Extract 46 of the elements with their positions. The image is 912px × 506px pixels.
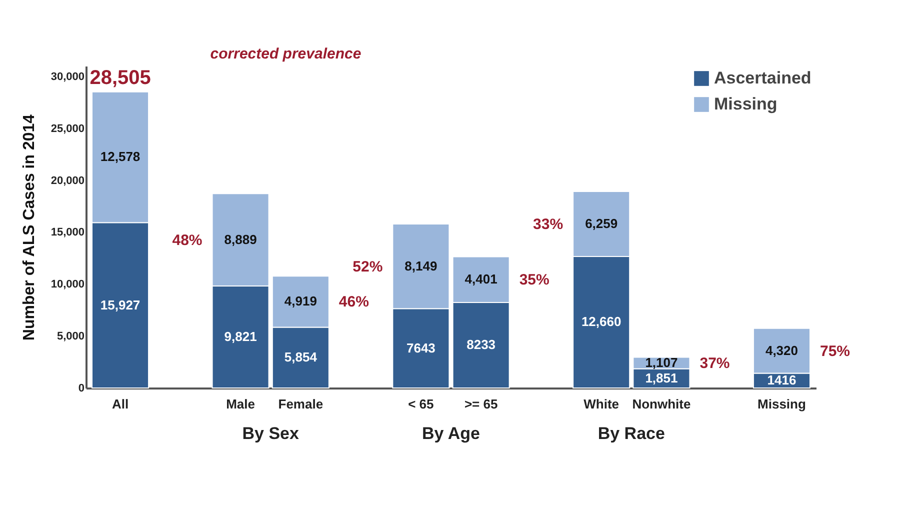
text: corrected prevalence (210, 46, 362, 63)
x-tick-label: < 65 (408, 396, 434, 412)
annotation: 46% (338, 294, 369, 311)
data-label: 7643 (406, 340, 436, 356)
y-tick-label: 0 (78, 382, 84, 394)
annotation: 48% (172, 232, 202, 249)
text: By Sex (242, 424, 300, 443)
text: 75% (820, 342, 850, 360)
y-tick-label: 5,000 (56, 330, 84, 343)
annotation: 37% (700, 355, 730, 372)
data-label: 6,259 (585, 216, 618, 231)
data-label: 9,821 (224, 328, 257, 344)
y-tick-label: 30,000 (50, 70, 84, 83)
data-label: 8,889 (224, 232, 257, 247)
y-tick-label: 20,000 (50, 174, 84, 187)
data-label: 5,854 (284, 350, 318, 365)
data-label: 4,401 (464, 272, 498, 287)
annotation: 35% (519, 272, 550, 289)
data-label: 12,660 (581, 314, 622, 330)
x-tick-label: Missing (758, 396, 806, 412)
annotation: 52% (352, 258, 383, 276)
data-label: 1416 (767, 372, 796, 388)
total-label: 28,505 (90, 66, 151, 89)
x-tick-label: All (112, 396, 129, 412)
annotation: 33% (533, 216, 564, 233)
x-tick-label: White (584, 396, 620, 412)
data-label: 1,107 (645, 355, 678, 370)
x-tick-label: Female (278, 396, 324, 412)
data-label: 1,851 (645, 370, 678, 386)
data-label: 4,919 (284, 294, 317, 309)
text: By Age (422, 424, 480, 443)
y-tick-label: 10,000 (50, 278, 84, 291)
text: By Race (598, 424, 665, 443)
data-label: 12,578 (100, 149, 140, 164)
data-label: 4,320 (765, 342, 798, 358)
x-tick-label: Nonwhite (632, 396, 691, 412)
y-tick-label: 25,000 (50, 122, 84, 135)
data-label: 8,149 (404, 258, 438, 274)
x-tick-label: >= 65 (464, 396, 498, 412)
data-label: 15,927 (100, 297, 140, 312)
legend-label: Ascertained (714, 68, 812, 88)
y-axis-title: Number of ALS Cases in 2014 (20, 114, 38, 341)
data-label: 8233 (466, 337, 496, 352)
legend-label: Missing (714, 94, 778, 114)
x-tick-label: Male (226, 396, 255, 412)
y-tick-label: 15,000 (50, 226, 84, 239)
